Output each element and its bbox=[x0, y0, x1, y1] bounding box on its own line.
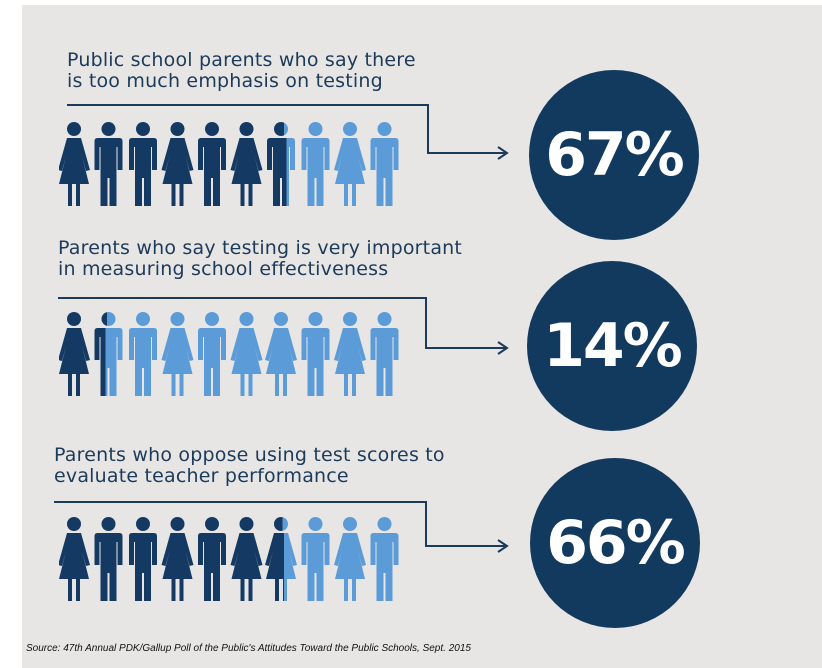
stat-circle: 14% bbox=[527, 261, 697, 431]
male-person-icon bbox=[301, 122, 330, 206]
male-person-icon bbox=[370, 312, 399, 396]
stat-row-testing-emphasis: Public school parents who say there is t… bbox=[22, 50, 822, 250]
male-person-icon bbox=[94, 312, 123, 396]
stat-value: 67% bbox=[545, 120, 685, 190]
male-person-icon bbox=[94, 122, 123, 206]
connector-arrow bbox=[67, 104, 509, 160]
male-person-icon bbox=[198, 122, 226, 206]
male-person-icon bbox=[370, 122, 399, 206]
source-note: Source: 47th Annual PDK/Gallup Poll of t… bbox=[26, 643, 471, 654]
female-person-icon bbox=[161, 517, 194, 601]
male-person-icon bbox=[94, 517, 123, 601]
male-person-icon bbox=[301, 312, 330, 396]
female-person-icon bbox=[59, 122, 90, 206]
female-person-icon bbox=[334, 517, 366, 601]
male-person-icon bbox=[267, 122, 295, 206]
stat-title: Public school parents who say there is t… bbox=[67, 50, 416, 92]
connector-arrow bbox=[54, 501, 509, 553]
people-figures bbox=[59, 122, 399, 206]
stat-title-line: in measuring school effectiveness bbox=[58, 258, 389, 280]
male-person-icon bbox=[198, 312, 226, 396]
infographic-panel: Public school parents who say there is t… bbox=[22, 5, 822, 668]
stat-value: 66% bbox=[546, 508, 686, 578]
female-person-icon bbox=[230, 312, 263, 396]
people-figures bbox=[59, 517, 399, 601]
female-person-icon bbox=[161, 312, 194, 396]
stat-circle: 67% bbox=[529, 70, 699, 240]
stat-title-line: Public school parents who say there bbox=[67, 49, 416, 71]
male-person-icon bbox=[301, 517, 330, 601]
stat-title-line: Parents who oppose using test scores to bbox=[54, 444, 445, 466]
female-person-icon bbox=[230, 122, 263, 206]
female-person-icon bbox=[59, 312, 90, 396]
female-person-icon bbox=[334, 312, 366, 396]
stat-title-line: evaluate teacher performance bbox=[54, 465, 349, 487]
people-figures bbox=[59, 312, 399, 396]
stat-title: Parents who oppose using test scores to … bbox=[54, 445, 445, 487]
stat-title-line: is too much emphasis on testing bbox=[67, 70, 383, 92]
connector-arrow bbox=[58, 297, 509, 355]
stat-circle: 66% bbox=[530, 458, 700, 628]
stat-value: 14% bbox=[543, 311, 683, 381]
female-person-icon bbox=[265, 517, 297, 601]
female-person-icon bbox=[230, 517, 263, 601]
stat-title: Parents who say testing is very importan… bbox=[58, 238, 462, 280]
male-person-icon bbox=[129, 312, 157, 396]
female-person-icon bbox=[161, 122, 194, 206]
female-person-icon bbox=[265, 312, 297, 396]
female-person-icon bbox=[334, 122, 366, 206]
male-person-icon bbox=[129, 122, 157, 206]
male-person-icon bbox=[198, 517, 226, 601]
stat-row-oppose-test-scores: Parents who oppose using test scores to … bbox=[22, 445, 822, 645]
female-person-icon bbox=[59, 517, 90, 601]
male-person-icon bbox=[370, 517, 399, 601]
male-person-icon bbox=[129, 517, 157, 601]
stat-row-testing-importance: Parents who say testing is very importan… bbox=[22, 238, 822, 438]
stat-title-line: Parents who say testing is very importan… bbox=[58, 237, 463, 259]
